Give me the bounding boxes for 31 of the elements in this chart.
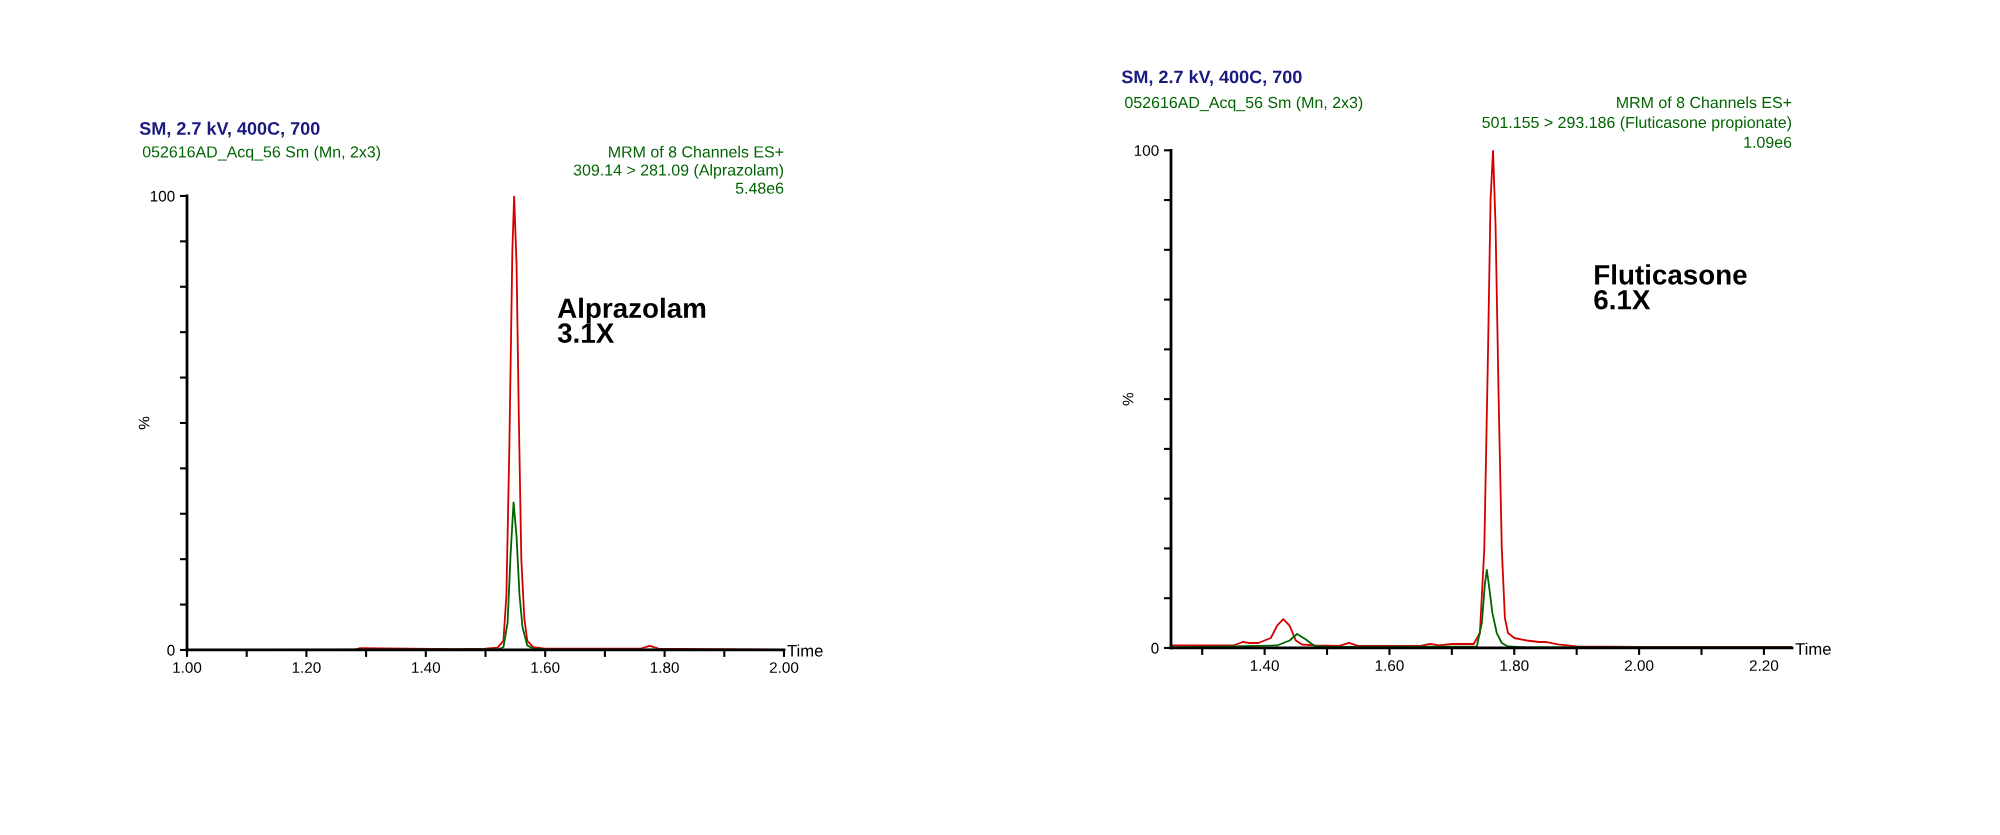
x-tick-label: 2.00 xyxy=(769,662,799,673)
x-axis-title: Time xyxy=(787,644,823,657)
x-tick-label: 1.40 xyxy=(412,662,441,673)
x-tick-label: 1.20 xyxy=(292,662,321,673)
annotation: Alprazolam 3.1X xyxy=(557,297,706,344)
x-tick-label: 1.40 xyxy=(1250,660,1279,671)
x-tick-label: 1.00 xyxy=(173,662,202,673)
chart-subtitle: 052616AD_Acq_56 Sm (Mn, 2x3) xyxy=(1125,96,1363,112)
x-axis-title: Time xyxy=(1795,642,1831,655)
x-tick-label: 2.20 xyxy=(1749,660,1779,671)
x-tick-label: 1.80 xyxy=(650,662,679,673)
y-tick-label: 0 xyxy=(167,644,175,656)
y-axis-title: % xyxy=(138,416,150,430)
chart-title: SM, 2.7 kV, 400C, 700 xyxy=(139,121,320,138)
text: 309.14 > 281.09 (Alprazolam) xyxy=(573,163,784,179)
text: MRM of 8 Channels ES+ xyxy=(1617,96,1792,109)
chart-subtitle: 052616AD_Acq_56 Sm (Mn, 2x3) xyxy=(142,145,381,161)
text: 5.48e6 xyxy=(735,182,784,194)
annotation: Fluticasone 6.1X xyxy=(1594,264,1747,310)
x-tick-label: 1.80 xyxy=(1500,660,1529,671)
text: MRM of 8 Channels ES+ xyxy=(609,145,784,158)
chart-title: SM, 2.7 kV, 400C, 700 xyxy=(1121,70,1302,86)
text: 1.09e6 xyxy=(1744,136,1792,148)
x-tick-label: 2.00 xyxy=(1624,660,1654,671)
x-tick-label: 1.60 xyxy=(1375,660,1404,671)
x-tick-label: 1.60 xyxy=(531,662,560,673)
y-axis-title: % xyxy=(1122,392,1134,406)
text: 501.155 > 293.186 (Fluticasone propionate) xyxy=(1482,116,1792,132)
y-tick-label: 100 xyxy=(1134,145,1159,156)
y-tick-label: 0 xyxy=(1151,642,1159,654)
y-tick-label: 100 xyxy=(150,190,175,202)
